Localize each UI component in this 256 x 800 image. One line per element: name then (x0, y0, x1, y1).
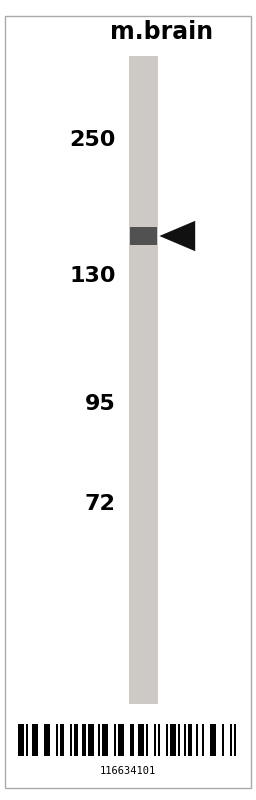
Bar (184, 724, 186, 756)
Bar (222, 724, 224, 756)
Text: m.brain: m.brain (110, 20, 213, 44)
Bar (210, 724, 216, 756)
Bar (44, 724, 50, 756)
Bar (129, 56, 158, 704)
Bar (70, 724, 72, 756)
Polygon shape (159, 221, 195, 251)
Text: 130: 130 (69, 266, 116, 286)
Bar (166, 724, 168, 756)
Bar (102, 724, 108, 756)
Bar (98, 724, 100, 756)
Bar (114, 724, 116, 756)
Bar (82, 724, 86, 756)
Bar (130, 724, 134, 756)
Bar (56, 724, 58, 756)
Bar (146, 724, 148, 756)
Bar (130, 227, 157, 245)
Bar (26, 724, 28, 756)
Bar (196, 724, 198, 756)
Bar (32, 724, 38, 756)
Text: 250: 250 (69, 130, 116, 150)
Text: 116634101: 116634101 (100, 766, 156, 776)
Bar (74, 724, 78, 756)
Bar (118, 724, 124, 756)
Bar (188, 724, 192, 756)
Bar (230, 724, 232, 756)
Bar (202, 724, 204, 756)
Text: 95: 95 (85, 394, 116, 414)
Bar (154, 724, 156, 756)
Bar (60, 724, 64, 756)
Bar (138, 724, 144, 756)
Bar (158, 724, 160, 756)
Text: 72: 72 (85, 494, 116, 514)
Bar (88, 724, 94, 756)
Bar (170, 724, 176, 756)
Bar (178, 724, 180, 756)
Bar (18, 724, 24, 756)
Bar (234, 724, 236, 756)
